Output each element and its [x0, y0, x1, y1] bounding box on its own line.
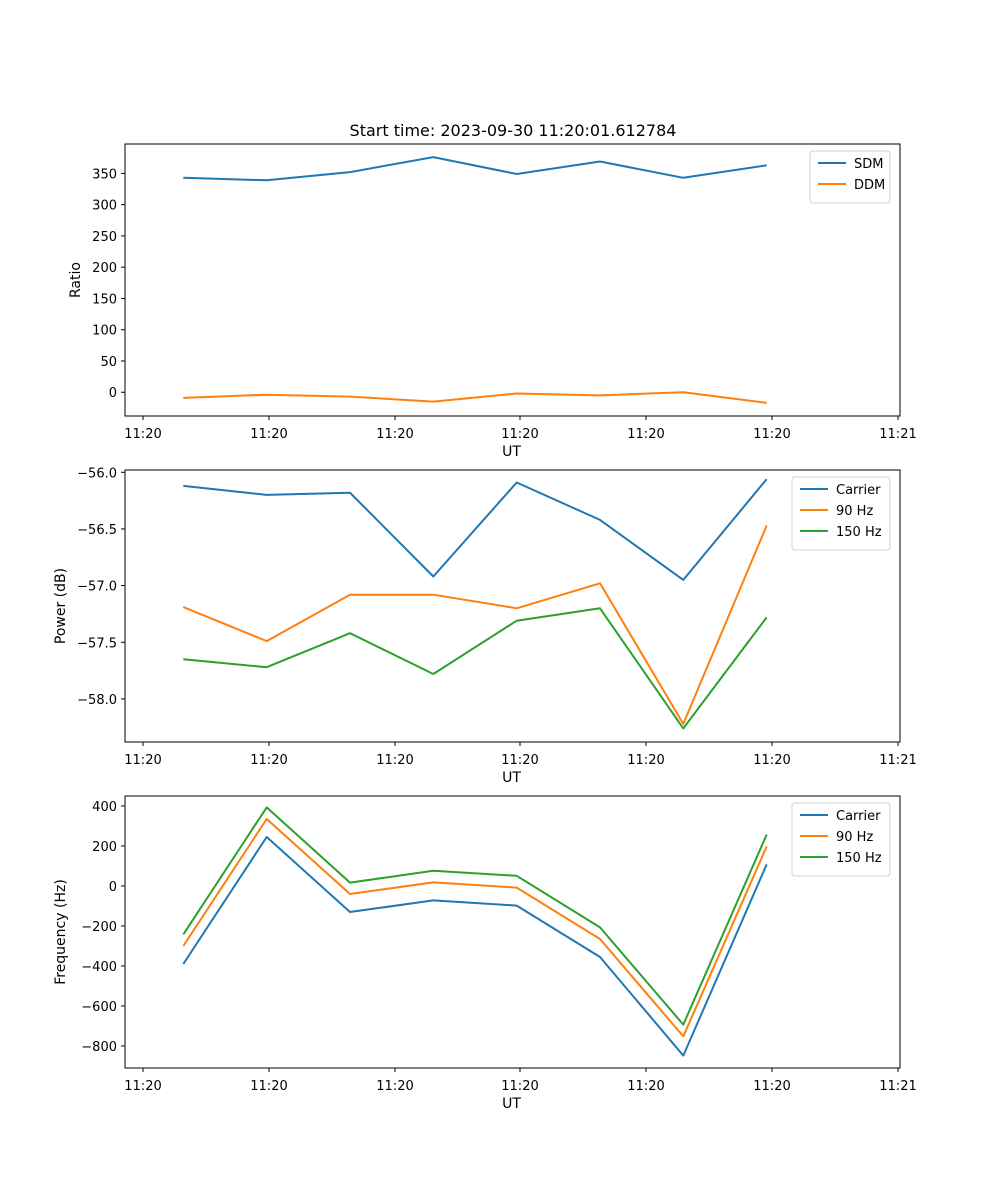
legend: Carrier 90 Hz 150 Hz — [791, 802, 891, 877]
legend: SDM DDM — [809, 150, 891, 204]
x-tick-label: 11:21 — [879, 753, 916, 768]
legend-label: DDM — [854, 178, 885, 193]
x-tick-label: 11:20 — [376, 753, 413, 768]
x-tick-label: 11:21 — [879, 1079, 916, 1094]
y-tick-label: 400 — [92, 800, 117, 815]
y-axis-label: Power (dB) — [53, 568, 69, 644]
plot-frame — [124, 143, 901, 417]
y-tick-label: 150 — [92, 292, 117, 307]
x-tick-label: 11:20 — [124, 1079, 161, 1094]
y-tick-label: −56.0 — [77, 466, 117, 481]
y-axis-label: Ratio — [68, 262, 84, 298]
x-tick-label: 11:20 — [250, 1079, 287, 1094]
x-axis-label: UT — [502, 1096, 521, 1112]
x-tick-label: 11:20 — [124, 753, 161, 768]
legend-label: 150 Hz — [836, 525, 882, 540]
x-tick-label: 11:20 — [753, 753, 790, 768]
x-tick-label: 11:20 — [627, 1079, 664, 1094]
y-tick-label: 200 — [92, 840, 117, 855]
series-line-150-hz — [183, 607, 768, 730]
legend-label: Carrier — [836, 809, 881, 824]
y-tick-label: −57.5 — [77, 636, 117, 651]
y-tick-label: 100 — [92, 324, 117, 339]
legend: Carrier 90 Hz 150 Hz — [791, 476, 891, 551]
y-tick-label: −200 — [81, 920, 117, 935]
x-tick-label: 11:20 — [250, 427, 287, 442]
figure-title: Start time: 2023-09-30 11:20:01.612784 — [350, 121, 677, 140]
x-tick-label: 11:20 — [124, 427, 161, 442]
series-line-carrier — [182, 836, 768, 1057]
x-tick-label: 11:20 — [501, 427, 538, 442]
y-axis-label: Frequency (Hz) — [53, 879, 69, 985]
x-tick-label: 11:20 — [250, 753, 287, 768]
y-tick-label: 0 — [109, 880, 117, 895]
y-tick-label: −600 — [81, 1000, 117, 1015]
plot-frame — [124, 469, 901, 743]
series-line-ddm — [183, 391, 767, 404]
x-axis-label: UT — [502, 444, 521, 460]
series-line-90-hz — [182, 525, 768, 725]
chart-panel-3: −800 −600 −400 −200 0 200 400 11:20 11:20 11:20 11… — [53, 795, 917, 1112]
legend-label: 90 Hz — [836, 504, 873, 519]
x-tick-label: 11:20 — [376, 427, 413, 442]
x-tick-label: 11:20 — [501, 1079, 538, 1094]
y-tick-label: −58.0 — [77, 693, 117, 708]
y-tick-label: 350 — [92, 167, 117, 182]
x-tick-label: 11:20 — [753, 1079, 790, 1094]
y-tick-label: −57.0 — [77, 580, 117, 595]
y-tick-label: 50 — [100, 355, 117, 370]
x-tick-label: 11:20 — [501, 753, 538, 768]
legend-label: SDM — [854, 157, 883, 172]
x-tick-label: 11:20 — [376, 1079, 413, 1094]
y-tick-label: 250 — [92, 230, 117, 245]
y-tick-label: 200 — [92, 261, 117, 276]
series-line-sdm — [183, 156, 767, 182]
x-tick-label: 11:21 — [879, 427, 916, 442]
legend-label: Carrier — [836, 483, 881, 498]
chart-panel-2: −58.0 −57.5 −57.0 −56.5 −56.0 11:20 11:20 11:20… — [53, 466, 917, 786]
x-tick-label: 11:20 — [627, 753, 664, 768]
series-line-carrier — [183, 478, 768, 581]
legend-label: 150 Hz — [836, 851, 882, 866]
x-tick-label: 11:20 — [753, 427, 790, 442]
x-tick-label: 11:20 — [627, 427, 664, 442]
y-tick-label: 0 — [109, 386, 117, 401]
y-tick-label: −800 — [81, 1040, 117, 1055]
panels: 0 50 100 150 200 250 300 350 11:20 11:20 11:20 11:2… — [53, 143, 917, 1112]
y-tick-label: 300 — [92, 199, 117, 214]
plot-frame — [124, 795, 901, 1069]
chart-panel-1: 0 50 100 150 200 250 300 350 11:20 11:20 11:20 11:2… — [68, 143, 917, 460]
x-axis-label: UT — [502, 770, 521, 786]
y-tick-label: −400 — [81, 960, 117, 975]
y-tick-label: −56.5 — [77, 523, 117, 538]
series-line-150-hz — [182, 806, 768, 1026]
legend-label: 90 Hz — [836, 830, 873, 845]
series-line-90-hz — [182, 818, 768, 1038]
